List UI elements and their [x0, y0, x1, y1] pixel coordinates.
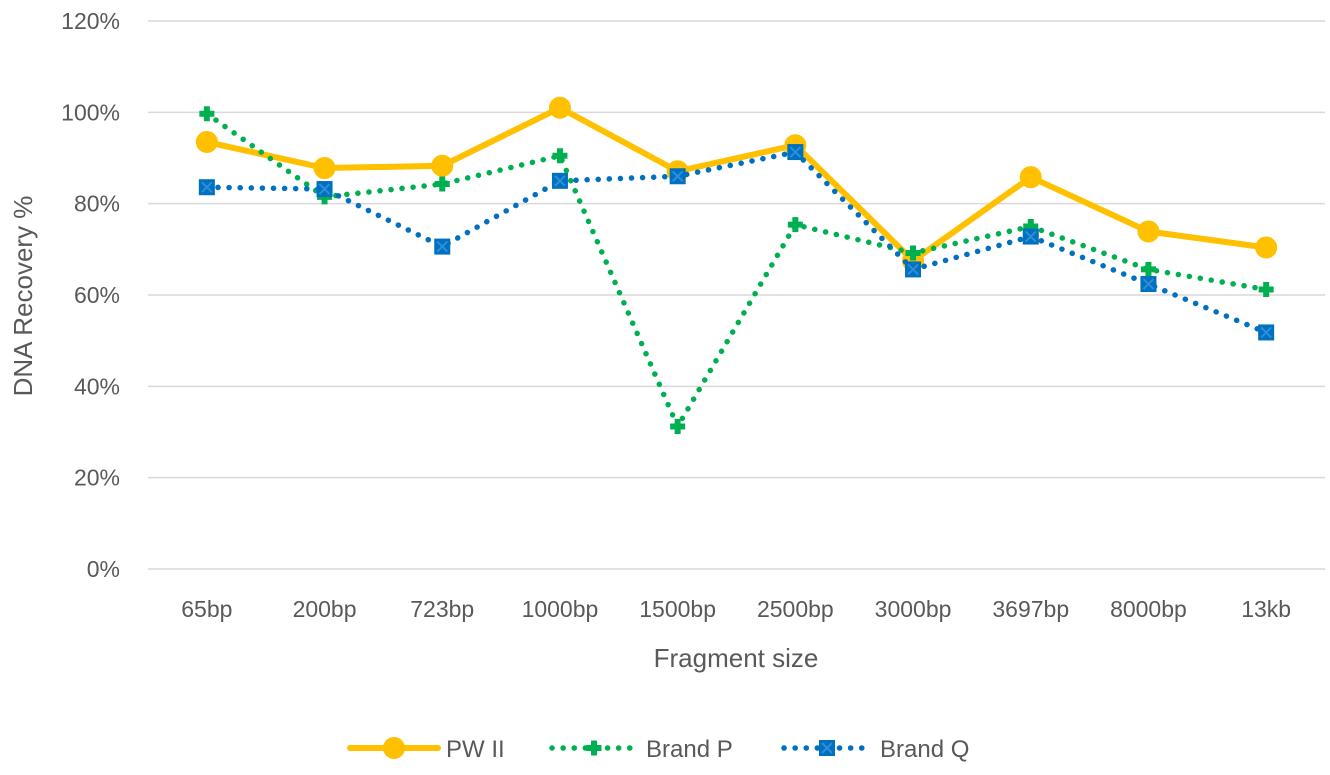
data-point [787, 217, 803, 233]
y-tick-label: 100% [61, 99, 120, 125]
x-tick-label: 723bp [410, 596, 474, 622]
data-point [670, 419, 686, 435]
data-point [1258, 324, 1275, 341]
x-axis-title: Fragment size [654, 643, 819, 673]
legend-marker [586, 740, 602, 756]
x-tick-label: 200bp [293, 596, 357, 622]
x-tick-label: 8000bp [1110, 596, 1187, 622]
data-point [1258, 282, 1274, 298]
legend-item: Brand Q [781, 736, 969, 763]
y-tick-label: 60% [74, 282, 120, 308]
legend-label: Brand Q [880, 736, 969, 763]
y-axis-tick-labels: 0% 20% 40% 60% 80% 100% 120% [61, 8, 120, 582]
data-point [551, 172, 568, 189]
legend-label: PW II [446, 736, 505, 763]
data-point [787, 144, 804, 161]
legend-marker [383, 737, 405, 759]
y-tick-label: 40% [74, 373, 120, 399]
data-point [313, 157, 336, 180]
x-tick-label: 1000bp [522, 596, 599, 622]
data-point [198, 179, 215, 196]
y-tick-label: 20% [74, 465, 120, 491]
data-point [316, 181, 333, 198]
legend: PW II Brand P Brand Q [347, 736, 969, 763]
legend-marker [819, 740, 835, 756]
x-axis-tick-labels: 65bp 200bp 723bp 1000bp 1500bp 2500bp 3000bp 36… [181, 596, 1291, 622]
x-tick-label: 65bp [181, 596, 232, 622]
series-line [204, 149, 1269, 336]
data-point [905, 261, 922, 278]
gridlines [148, 20, 1325, 570]
data-point [548, 96, 571, 119]
y-tick-label: 80% [74, 191, 120, 217]
legend-label: Brand P [646, 736, 733, 763]
x-tick-label: 3697bp [992, 596, 1069, 622]
y-axis-title: DNA Recovery % [8, 196, 38, 397]
data-point [431, 154, 454, 177]
data-point [1019, 166, 1042, 189]
data-point [1140, 276, 1157, 293]
data-point [552, 148, 568, 164]
legend-item: Brand P [549, 736, 733, 763]
x-tick-label: 13kb [1241, 596, 1291, 622]
legend-item: PW II [347, 736, 505, 763]
data-point [1137, 220, 1160, 243]
series-pw-ii [195, 96, 1278, 272]
data-point [905, 245, 921, 261]
x-tick-label: 1500bp [639, 596, 716, 622]
data-point [195, 131, 218, 154]
x-tick-label: 3000bp [875, 596, 952, 622]
series-line [203, 104, 1270, 264]
x-tick-label: 2500bp [757, 596, 834, 622]
data-point [669, 168, 686, 185]
series-layer [195, 96, 1278, 435]
y-tick-label: 120% [61, 8, 120, 34]
data-point [1022, 228, 1039, 245]
data-point [1140, 261, 1156, 277]
series-brand-q [198, 144, 1275, 341]
y-tick-label: 0% [87, 556, 120, 582]
data-point [199, 106, 215, 122]
data-point [434, 176, 450, 192]
data-point [1255, 236, 1278, 259]
data-point [434, 238, 451, 255]
